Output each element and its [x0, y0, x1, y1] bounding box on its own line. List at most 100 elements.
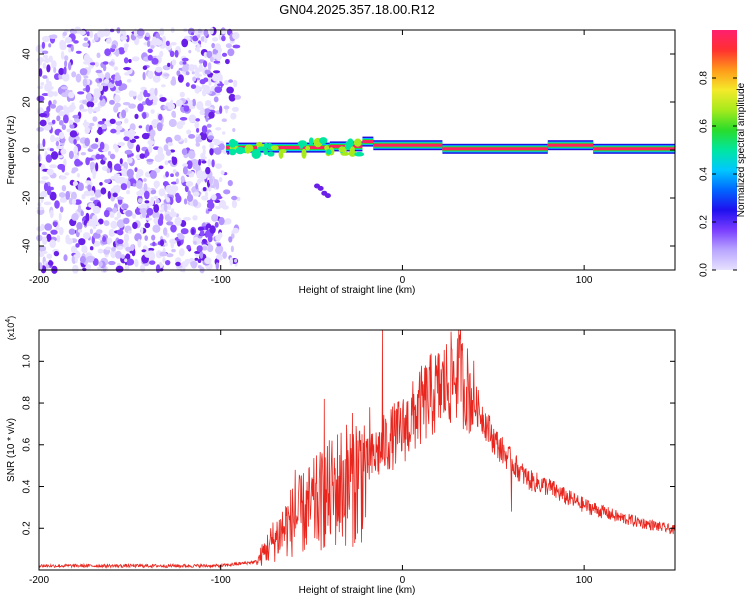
x-tick-label: 100 — [576, 575, 593, 586]
noise-blob — [214, 86, 222, 93]
noise-blob — [111, 247, 116, 252]
noise-blob — [51, 151, 59, 160]
noise-blob — [133, 28, 138, 37]
noise-blob — [171, 248, 176, 253]
noise-blob — [36, 126, 44, 132]
noise-blob — [73, 145, 79, 155]
noise-blob — [103, 78, 110, 84]
noise-blob — [195, 136, 200, 144]
noise-blob — [212, 54, 217, 60]
noise-blob — [90, 190, 95, 197]
noise-blob — [105, 72, 111, 80]
noise-blob — [126, 258, 135, 266]
noise-blob — [197, 226, 204, 231]
noise-blob — [37, 57, 45, 63]
noise-blob — [62, 72, 70, 82]
noise-blob — [232, 227, 239, 234]
noise-blob — [176, 121, 184, 130]
noise-blob — [98, 73, 106, 80]
noise-blob — [134, 113, 139, 120]
noise-blob — [75, 243, 80, 248]
noise-blob — [152, 241, 156, 247]
noise-blob — [131, 213, 137, 219]
signal-blob — [228, 138, 237, 148]
noise-blob — [180, 228, 189, 235]
noise-blob — [68, 91, 75, 99]
noise-blob — [94, 61, 99, 68]
signal-blob — [244, 144, 251, 154]
noise-blob — [163, 144, 169, 152]
noise-blob — [150, 109, 155, 114]
noise-blob — [49, 164, 57, 169]
noise-blob — [181, 57, 189, 62]
noise-blob — [174, 50, 179, 58]
noise-blob — [177, 234, 185, 240]
noise-blob — [219, 105, 223, 114]
noise-blob — [114, 102, 121, 108]
noise-blob — [128, 59, 132, 63]
noise-blob — [153, 204, 160, 213]
noise-blob — [114, 145, 119, 153]
noise-blob — [207, 135, 215, 140]
noise-blob — [125, 34, 130, 43]
noise-blob — [105, 246, 111, 251]
noise-blob — [147, 54, 153, 61]
noise-blob — [205, 166, 211, 175]
noise-blob — [177, 74, 184, 83]
noise-blob — [203, 77, 209, 83]
noise-blob — [170, 224, 177, 233]
noise-blob — [59, 43, 67, 51]
noise-blob — [193, 240, 197, 245]
noise-blob — [149, 170, 157, 179]
noise-blob — [87, 184, 92, 192]
noise-blob — [65, 190, 71, 200]
noise-blob — [132, 221, 138, 230]
noise-blob — [197, 259, 202, 263]
noise-blob — [68, 119, 74, 125]
noise-blob — [197, 43, 200, 50]
noise-blob — [174, 216, 182, 226]
noise-blob — [139, 153, 146, 159]
noise-blob — [71, 71, 77, 78]
noise-blob — [53, 67, 57, 74]
signal-blob — [338, 146, 348, 153]
noise-blob — [144, 190, 150, 200]
colorbar-tick-label: 0.4 — [699, 167, 710, 181]
noise-blob — [59, 175, 67, 180]
noise-blob — [56, 145, 64, 150]
signal-blob — [308, 137, 314, 146]
noise-blob — [223, 189, 231, 195]
noise-blob — [47, 80, 52, 89]
noise-blob — [179, 91, 185, 98]
noise-blob — [139, 207, 147, 214]
snr-frame — [38, 329, 676, 571]
noise-blob — [96, 52, 101, 59]
noise-blob — [165, 260, 171, 266]
noise-blob — [144, 222, 151, 229]
noise-blob — [204, 101, 212, 107]
noise-blob — [124, 118, 129, 124]
noise-blob — [72, 114, 80, 119]
noise-blob — [46, 64, 51, 73]
noise-blob — [89, 62, 96, 66]
noise-blob — [56, 234, 61, 243]
noise-blob — [202, 238, 207, 244]
noise-blob — [152, 36, 157, 42]
noise-blob — [49, 148, 54, 152]
noise-blob — [159, 251, 167, 257]
noise-blob — [75, 73, 82, 83]
noise-blob — [178, 248, 185, 257]
noise-blob — [42, 138, 46, 148]
noise-blob — [230, 112, 237, 120]
noise-blob — [171, 59, 177, 66]
noise-blob — [42, 75, 48, 79]
noise-blob — [230, 245, 234, 253]
noise-blob — [51, 60, 57, 69]
noise-blob — [161, 84, 166, 88]
noise-blob — [92, 258, 99, 266]
noise-blob — [41, 41, 46, 49]
noise-blob — [194, 29, 199, 36]
noise-blob — [49, 186, 54, 191]
noise-blob — [58, 120, 64, 126]
noise-blob — [68, 228, 76, 235]
